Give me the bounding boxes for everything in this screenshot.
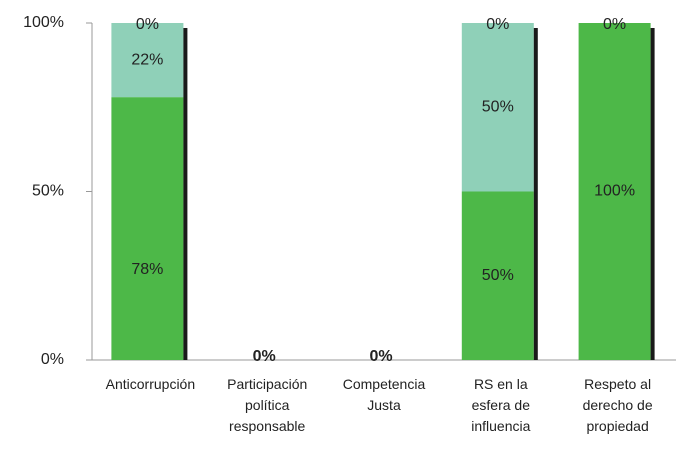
bar-segment bbox=[111, 97, 184, 360]
bar-segment bbox=[578, 23, 651, 360]
x-tick-label: RS en la esfera de influencia bbox=[471, 376, 531, 434]
x-tick-label: Anticorrupción bbox=[105, 376, 196, 392]
bar-shadow bbox=[650, 28, 655, 360]
data-label: 0% bbox=[486, 16, 509, 33]
data-label: 0% bbox=[253, 348, 276, 365]
bar-segment bbox=[111, 23, 184, 98]
bar-shadow bbox=[183, 28, 188, 360]
y-tick-label: 50% bbox=[32, 183, 64, 200]
bar-segment bbox=[461, 23, 534, 192]
data-label: 78% bbox=[131, 261, 163, 278]
data-label: 0% bbox=[603, 16, 626, 33]
data-label: 50% bbox=[482, 98, 514, 115]
data-label: 50% bbox=[482, 267, 514, 284]
data-label: 0% bbox=[136, 16, 159, 33]
data-label: 100% bbox=[594, 183, 635, 200]
bar-segment bbox=[461, 191, 534, 360]
x-tick-label: Competencia Justa bbox=[342, 376, 426, 413]
data-label: 0% bbox=[369, 348, 392, 365]
x-tick-label: Respeto al derecho de propiedad bbox=[582, 376, 653, 434]
bar-shadow bbox=[533, 28, 538, 360]
y-tick-label: 0% bbox=[41, 351, 64, 368]
x-tick-label: Participación política responsable bbox=[227, 376, 308, 434]
data-label: 22% bbox=[131, 51, 163, 68]
y-tick-label: 100% bbox=[23, 14, 64, 31]
